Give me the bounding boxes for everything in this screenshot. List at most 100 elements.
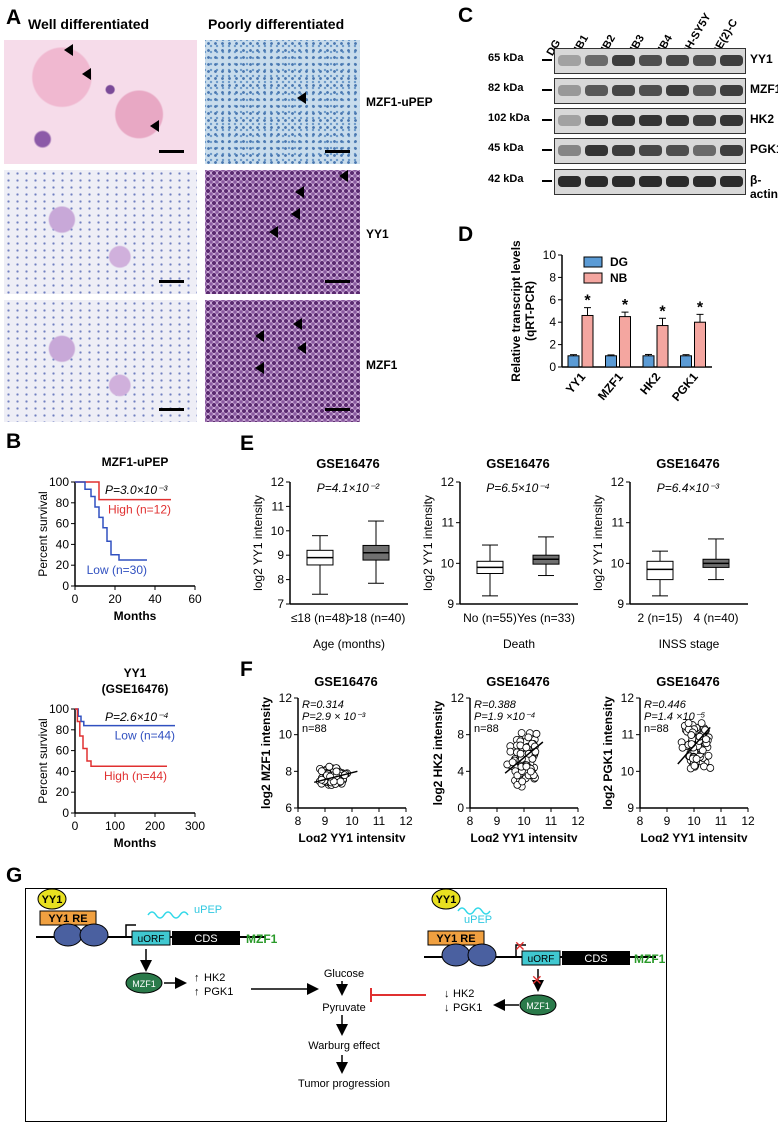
chart-f2-hk2-vs-yy1: GSE16476 0 4 8 12 8 9 10 11 12 log2 HK2 intensity L… (431, 674, 585, 842)
data-point (518, 777, 527, 786)
x-tick-label: 100 (105, 819, 125, 833)
arrowhead-marker (297, 342, 306, 354)
series-label: Low (n=44) (115, 729, 175, 743)
y-axis-label: Percent survival (36, 491, 50, 576)
bar (694, 321, 706, 368)
x-axis-label: Log2 YY1 intensity (640, 831, 747, 842)
y-tick-label: 4 (549, 315, 556, 329)
chart-b1-survival-mzf1upep: MZF1-uPEP 0 20 40 60 80 100 0 20 40 60 Percent surv… (36, 455, 202, 623)
stat-label: P=1.4 ×10⁻⁵ (644, 711, 706, 723)
data-point (332, 767, 341, 776)
blot-band (585, 55, 608, 66)
survival-curve (75, 481, 147, 561)
warburg-label: Warburg effect (308, 1040, 380, 1052)
block-x-icon: ✕ (514, 938, 526, 954)
blot-band (639, 145, 662, 156)
significance-star: * (622, 297, 629, 314)
blot-protein-label: YY1 (750, 52, 773, 66)
blot-marker-tick (542, 180, 552, 182)
x-tick-label: 9 (494, 814, 501, 828)
x-tick-label: 8 (295, 814, 302, 828)
x-tick-label: 8 (637, 814, 644, 828)
blot-marker-tick (542, 149, 552, 151)
blot-band (693, 55, 716, 66)
significance-star: * (584, 293, 591, 310)
up-arrow-icon: ↑ (194, 972, 200, 984)
data-point (684, 719, 693, 728)
upep-label-left: uPEP (194, 904, 222, 916)
blot-kda-label: 65 kDa (488, 52, 524, 64)
chart-title: MZF1-uPEP (102, 455, 169, 469)
blot-band (612, 145, 635, 156)
data-point (690, 761, 699, 770)
blot-marker-tick (542, 119, 552, 121)
hk2-down-label: HK2 (453, 988, 474, 1000)
legend-swatch (583, 256, 603, 268)
x-tick-label: 9 (322, 814, 329, 828)
yy1-protein-left (37, 889, 67, 910)
chart-title: GSE16476 (314, 674, 378, 689)
data-point (687, 731, 696, 739)
blot-band (666, 115, 689, 126)
blot-kda-label: 45 kDa (488, 142, 524, 154)
x-tick-label: 60 (188, 592, 202, 606)
data-point (325, 762, 334, 771)
x-tick-label: 12 (741, 814, 755, 828)
box (646, 560, 674, 581)
x-tick-label: 11 (715, 814, 728, 828)
row-label-yy1: YY1 (366, 227, 389, 241)
p-value: P=3.0×10⁻³ (105, 483, 168, 497)
y-tick-label: 10 (611, 556, 625, 570)
y-tick-label: 8 (277, 573, 284, 587)
survival-curve (75, 708, 167, 767)
y-tick-label: 10 (271, 524, 285, 538)
bar (619, 316, 631, 368)
tss-arrow-icon (515, 944, 526, 957)
x-axis-label: Log2 YY1 intensity (470, 831, 577, 842)
x-tick-label: 9 (664, 814, 671, 828)
y-tick-label: 8 (457, 728, 464, 742)
schematic-frame: YY1 YY1 RE uORF CDS MZF1 uPEP MZF1 HK2 P… (25, 888, 667, 1122)
yy1-label-right: YY1 (436, 894, 457, 906)
y-tick-label: 10 (441, 556, 455, 570)
y-tick-label: 10 (621, 764, 635, 778)
chart-e1-age: GSE16476 P=4.1×10⁻² 7 8 9 10 11 12 log2 YY1 inte… (251, 456, 408, 651)
y-tick-label: 2 (549, 338, 556, 352)
stat-label: n=88 (474, 723, 499, 735)
blot-band (693, 85, 716, 96)
blot-band (720, 176, 743, 187)
nucleosome-icon (79, 923, 109, 947)
cds-label-right: CDS (584, 953, 607, 965)
y-tick-label: 9 (447, 597, 454, 611)
blot-kda-label: 82 kDa (488, 82, 524, 94)
y-tick-label: 4 (457, 764, 464, 778)
nucleosome-icon (53, 923, 83, 947)
y-tick-label: 10 (279, 728, 293, 742)
stat-label: R=0.446 (644, 699, 687, 711)
y-tick-label: 9 (617, 597, 624, 611)
nucleosome-icon (441, 943, 471, 967)
category-label: Yes (n=33) (517, 611, 575, 625)
x-tick-label: 10 (345, 814, 359, 828)
blot-band (558, 145, 581, 156)
y-tick-label: 60 (56, 517, 70, 531)
category-label: ≤18 (n=48) (291, 611, 349, 625)
series-label: High (n=12) (108, 503, 171, 517)
x-tick-label: 0 (72, 819, 79, 833)
blot-protein-label: PGK1 (750, 142, 778, 156)
blot-band (693, 145, 716, 156)
chart-title: GSE16476 (656, 674, 720, 689)
col-header-well: Well differentiated (28, 16, 150, 32)
x-tick-label: 12 (571, 814, 585, 828)
blot-band (666, 85, 689, 96)
y-tick-label: 9 (627, 801, 634, 815)
category-label: 4 (n=40) (693, 611, 738, 625)
legend-label: DG (610, 255, 628, 269)
mzf1-gene-left: MZF1 (246, 932, 278, 946)
blot-protein-label: HK2 (750, 112, 775, 126)
blot-band (693, 115, 716, 126)
x-tick-label: 8 (467, 814, 474, 828)
mzf1-gene-right: MZF1 (634, 952, 666, 966)
arrowhead-marker (82, 68, 91, 80)
